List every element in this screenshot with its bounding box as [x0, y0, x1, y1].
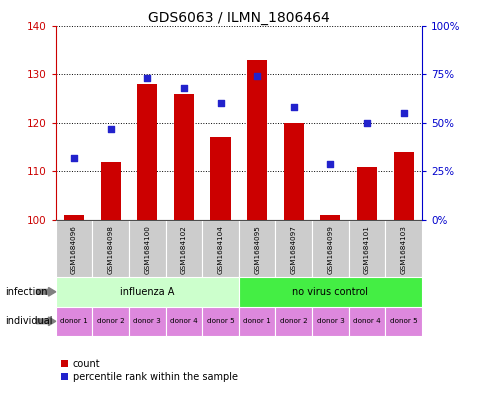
- Bar: [202, 220, 239, 277]
- Bar: [393, 152, 413, 220]
- Bar: [64, 215, 84, 220]
- Point: [180, 84, 187, 91]
- Point: [326, 160, 333, 167]
- Text: donor 5: donor 5: [389, 318, 417, 324]
- Bar: [56, 307, 92, 336]
- Text: donor 4: donor 4: [170, 318, 197, 324]
- Bar: [283, 123, 303, 220]
- Text: GSM1684104: GSM1684104: [217, 225, 223, 274]
- Bar: [275, 220, 312, 277]
- Bar: [239, 277, 421, 307]
- Bar: [384, 220, 421, 277]
- Text: influenza A: influenza A: [120, 287, 174, 297]
- Bar: [166, 307, 202, 336]
- Bar: [246, 60, 267, 220]
- Text: donor 2: donor 2: [279, 318, 307, 324]
- Text: GSM1684097: GSM1684097: [290, 225, 296, 274]
- Text: count: count: [73, 358, 100, 369]
- Bar: [275, 307, 312, 336]
- Point: [363, 119, 370, 126]
- Bar: [173, 94, 194, 220]
- Text: donor 1: donor 1: [60, 318, 88, 324]
- Text: donor 4: donor 4: [352, 318, 380, 324]
- Text: GSM1684100: GSM1684100: [144, 225, 150, 274]
- Bar: [202, 307, 239, 336]
- Bar: [356, 167, 377, 220]
- Text: GSM1684096: GSM1684096: [71, 225, 77, 274]
- Bar: [319, 215, 340, 220]
- Bar: [210, 138, 230, 220]
- Bar: [239, 220, 275, 277]
- Text: donor 3: donor 3: [133, 318, 161, 324]
- Bar: [384, 307, 421, 336]
- Text: GSM1684102: GSM1684102: [181, 225, 186, 274]
- Bar: [56, 220, 92, 277]
- Text: donor 3: donor 3: [316, 318, 344, 324]
- Bar: [137, 84, 157, 220]
- Bar: [129, 307, 166, 336]
- Title: GDS6063 / ILMN_1806464: GDS6063 / ILMN_1806464: [148, 11, 329, 24]
- Point: [143, 75, 151, 81]
- Bar: [348, 220, 385, 277]
- Bar: [92, 307, 129, 336]
- Point: [70, 155, 78, 161]
- Bar: [100, 162, 121, 220]
- Point: [289, 104, 297, 110]
- Bar: [348, 307, 385, 336]
- Point: [399, 110, 407, 116]
- Bar: [92, 220, 129, 277]
- Text: infection: infection: [5, 287, 47, 297]
- Bar: [129, 220, 166, 277]
- Bar: [239, 307, 275, 336]
- Bar: [56, 277, 239, 307]
- Text: percentile rank within the sample: percentile rank within the sample: [73, 372, 237, 382]
- Text: individual: individual: [5, 316, 52, 326]
- Point: [106, 125, 114, 132]
- Text: GSM1684099: GSM1684099: [327, 225, 333, 274]
- Text: no virus control: no virus control: [292, 287, 368, 297]
- Bar: [166, 220, 202, 277]
- Text: GSM1684103: GSM1684103: [400, 225, 406, 274]
- Point: [253, 73, 260, 79]
- Point: [216, 100, 224, 107]
- Text: donor 1: donor 1: [243, 318, 271, 324]
- Bar: [312, 307, 348, 336]
- Text: GSM1684095: GSM1684095: [254, 225, 259, 274]
- Bar: [312, 220, 348, 277]
- Text: donor 2: donor 2: [97, 318, 124, 324]
- Text: donor 5: donor 5: [206, 318, 234, 324]
- Text: GSM1684098: GSM1684098: [107, 225, 113, 274]
- Text: GSM1684101: GSM1684101: [363, 225, 369, 274]
